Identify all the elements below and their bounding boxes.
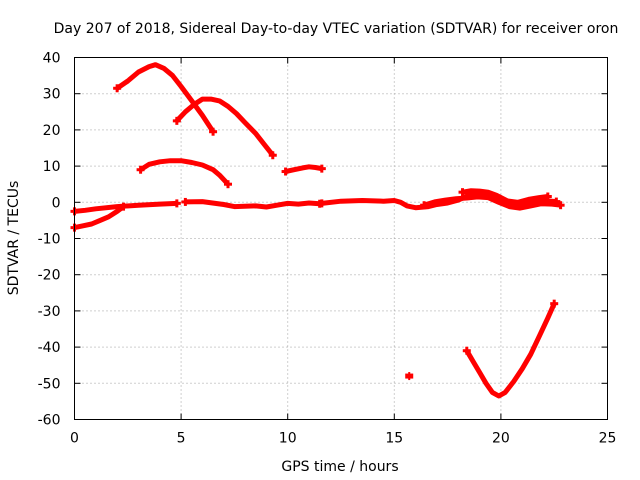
series-arc-3 [139, 158, 230, 186]
y-tick-label: -30 [38, 304, 61, 320]
series-arc-5 [74, 200, 177, 214]
x-axis-label: GPS time / hours [281, 459, 398, 475]
data-series [70, 62, 565, 399]
y-tick-label: -50 [38, 376, 61, 392]
series-arc-9 [462, 188, 549, 205]
x-tick-label: 20 [492, 431, 510, 447]
y-tick-label: 20 [43, 123, 61, 139]
chart-title: Day 207 of 2018, Sidereal Day-to-day VTE… [54, 21, 619, 37]
x-tick-label: 0 [70, 431, 79, 447]
y-tick-label: -40 [38, 340, 61, 356]
series-arc-10 [423, 194, 561, 211]
x-tick-label: 15 [385, 431, 403, 447]
y-axis-label: SDTVAR / TECUs [6, 181, 22, 296]
y-tick-label: 30 [43, 87, 61, 103]
axis-ticks: 0 5 10 15 20 25 -60 -50 -40 -30 -20 -10 0 10 20 30 40 [38, 51, 617, 447]
series-arc-2 [174, 96, 275, 157]
y-tick-label: 0 [52, 195, 61, 211]
x-tick-label: 5 [177, 431, 186, 447]
y-tick-label: 40 [43, 51, 61, 67]
y-tick-label: -60 [38, 413, 61, 429]
grid-lines [74, 57, 608, 420]
x-tick-label: 25 [599, 431, 617, 447]
series-arc-11 [464, 302, 557, 399]
y-tick-label: -10 [38, 232, 61, 248]
x-tick-label: 10 [279, 431, 297, 447]
plot-frame [74, 57, 608, 420]
y-tick-label: -20 [38, 268, 61, 284]
series-arc-1 [115, 62, 216, 134]
series-arc-6 [73, 204, 125, 231]
series-arc-7 [185, 199, 320, 210]
series-arc-4 [285, 164, 323, 174]
y-tick-label: 10 [43, 159, 61, 175]
data-point-isolated-v [408, 372, 411, 381]
